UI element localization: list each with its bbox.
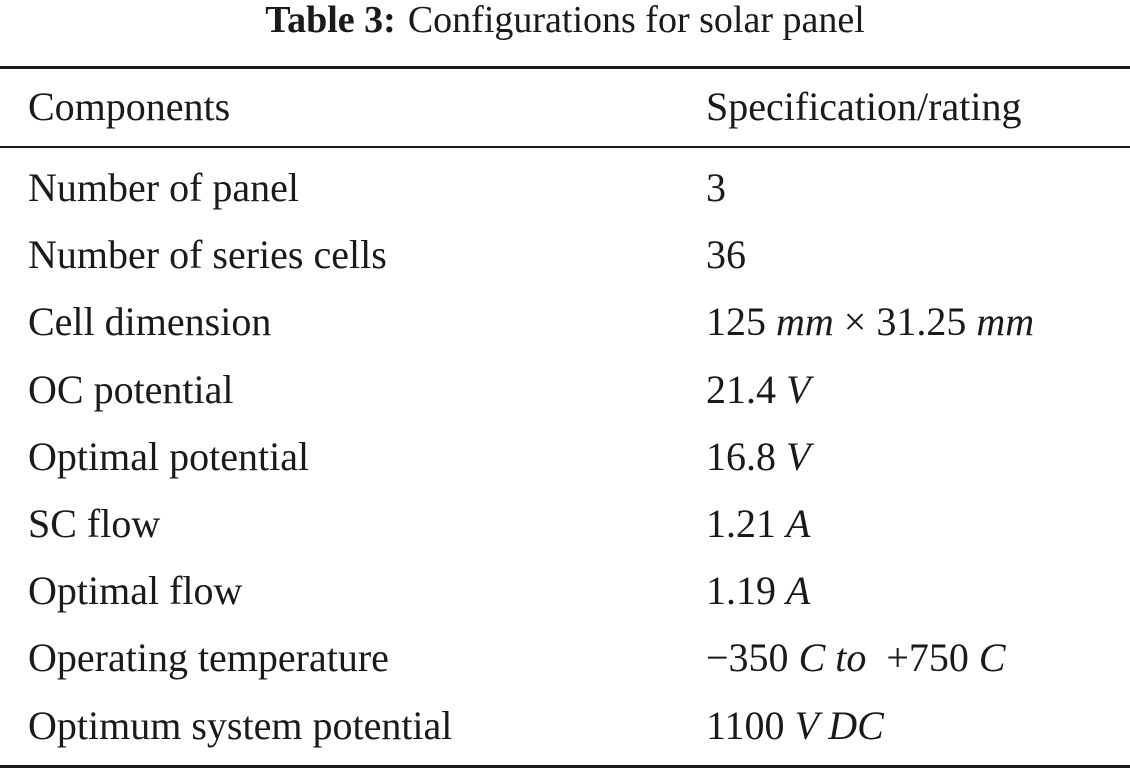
spec-value: 3 [706, 165, 726, 210]
table-row: Optimal flow 1.19 A [0, 558, 1130, 624]
spec-unit: C to [798, 635, 867, 681]
specification-cell: 36 [706, 222, 746, 288]
specification-cell: 16.8 V [706, 424, 810, 490]
component-cell: Operating temperature [28, 635, 389, 681]
table-row: OC potential 21.4 V [0, 357, 1130, 423]
table-caption: Table 3: Configurations for solar panel [0, 0, 1130, 50]
component-cell: Optimal potential [28, 433, 310, 479]
specification-cell: 21.4 V [706, 357, 810, 423]
table-top-rule [0, 66, 1130, 69]
table-row: Optimum system potential 1100 V DC [0, 693, 1130, 759]
spec-value: 16.8 [706, 433, 786, 479]
specification-cell: 1.19 A [706, 558, 810, 624]
table-header-rule [0, 146, 1130, 148]
specification-cell: 1100 V DC [706, 693, 884, 759]
spec-unit: V [786, 433, 811, 479]
spec-unit: V DC [794, 702, 884, 748]
component-cell: OC potential [28, 366, 234, 412]
table-row: Number of panel 3 [0, 155, 1130, 221]
spec-unit: A [786, 568, 811, 614]
spec-value: 36 [706, 232, 746, 278]
component-cell: Number of panel [28, 165, 300, 210]
spec-value: 21.4 [706, 366, 786, 412]
specification-cell: 3 [706, 155, 726, 221]
specification-cell: −350 C to +750 C [706, 625, 1006, 691]
table-bottom-rule [0, 765, 1130, 768]
spec-value: +750 [866, 635, 979, 681]
spec-value: 125 [706, 299, 776, 345]
spec-value: 1.21 [706, 501, 786, 546]
table-row: SC flow 1.21 A [0, 491, 1130, 557]
header-specification: Specification/rating [706, 84, 1022, 129]
table-row: Optimal potential 16.8 V [0, 424, 1130, 490]
spec-unit: V [786, 366, 811, 412]
table-caption-text: Configurations for solar panel [407, 0, 865, 41]
component-cell: Number of series cells [28, 232, 387, 278]
spec-value: 1100 [706, 702, 795, 748]
table-row: Number of series cells 36 [0, 222, 1130, 288]
component-cell: SC flow [28, 501, 161, 546]
header-components: Components [28, 84, 231, 129]
spec-unit: A [786, 501, 811, 546]
spec-value: × 31.25 [833, 299, 977, 345]
spec-unit: mm [776, 299, 834, 345]
spec-unit: mm [976, 299, 1035, 345]
component-cell: Cell dimension [28, 299, 272, 345]
table-row: Operating temperature −350 C to +750 C [0, 625, 1130, 691]
spec-value: 1.19 [706, 568, 786, 614]
table-caption-label: Table 3: [265, 0, 396, 41]
spec-value: −350 [706, 635, 799, 681]
component-cell: Optimal flow [28, 568, 243, 614]
specification-cell: 1.21 A [706, 491, 810, 557]
spec-unit: C [978, 635, 1006, 681]
table-header-row: Components Specification/rating [0, 74, 1130, 140]
specification-cell: 125 mm × 31.25 mm [706, 289, 1034, 355]
component-cell: Optimum system potential [28, 702, 453, 748]
table-row: Cell dimension 125 mm × 31.25 mm [0, 289, 1130, 355]
